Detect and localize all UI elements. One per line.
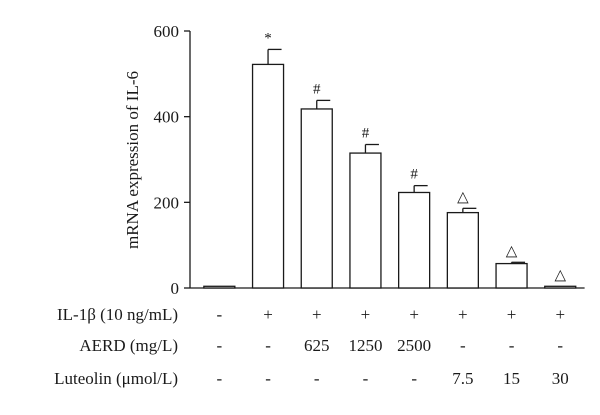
significance-mark: # <box>313 81 321 97</box>
treatment-cell: - <box>265 336 271 355</box>
treatment-row-label: Luteolin (μmol/L) <box>54 369 178 388</box>
bar <box>203 285 236 289</box>
treatment-row-label: AERD (mg/L) <box>79 336 178 355</box>
bar <box>300 108 333 289</box>
treatment-cell: + <box>263 305 273 324</box>
treatment-cell: 15 <box>503 369 520 388</box>
treatment-cell: - <box>217 336 223 355</box>
treatment-table: IL-1β (10 ng/mL) - + + + + + + + AERD (mg/L) - - 625… <box>54 305 569 388</box>
error-bars <box>267 48 526 264</box>
treatment-cell: + <box>507 305 517 324</box>
bar <box>495 262 528 289</box>
treatment-cell: + <box>555 305 565 324</box>
treatment-row-label: IL-1β (10 ng/mL) <box>57 305 178 324</box>
treatment-cell: - <box>314 369 320 388</box>
treatment-cell: 1250 <box>348 336 382 355</box>
y-axis-label: mRNA expression of IL-6 <box>123 71 142 249</box>
treatment-cell: - <box>411 369 417 388</box>
bar <box>446 211 480 289</box>
treatment-cell: - <box>557 336 563 355</box>
treatment-cell: + <box>361 305 371 324</box>
y-tick-label: 600 <box>154 22 180 41</box>
significance-mark: △ <box>554 267 566 283</box>
bars <box>203 63 577 289</box>
significance-mark: # <box>362 126 370 142</box>
y-ticks: 0 200 400 600 <box>154 22 190 298</box>
treatment-cell: 2500 <box>397 336 431 355</box>
treatment-cell: - <box>460 336 466 355</box>
y-tick-label: 200 <box>154 193 180 212</box>
treatment-cell: - <box>265 369 271 388</box>
treatment-cell: - <box>217 305 223 324</box>
bar <box>397 191 431 289</box>
significance-mark: △ <box>506 243 518 259</box>
bar <box>349 152 382 289</box>
treatment-cell: - <box>217 369 223 388</box>
treatment-cell: + <box>458 305 468 324</box>
treatment-cell: 30 <box>552 369 569 388</box>
y-tick-label: 400 <box>154 108 180 127</box>
bar <box>251 63 285 289</box>
bar <box>544 285 577 289</box>
y-tick-label: 0 <box>171 279 180 298</box>
significance-mark: * <box>264 30 272 46</box>
y-axis-label-group: mRNA expression of IL-6 <box>123 71 142 249</box>
treatment-cell: 625 <box>304 336 330 355</box>
significance-mark: △ <box>457 189 469 205</box>
treatment-cell: + <box>312 305 322 324</box>
treatment-cell: - <box>509 336 515 355</box>
significance-annotations: * # # # △ △ △ <box>264 30 566 283</box>
treatment-cell: + <box>409 305 419 324</box>
significance-mark: # <box>410 167 418 183</box>
treatment-cell: - <box>363 369 369 388</box>
treatment-cell: 7.5 <box>452 369 473 388</box>
axes <box>189 31 585 289</box>
